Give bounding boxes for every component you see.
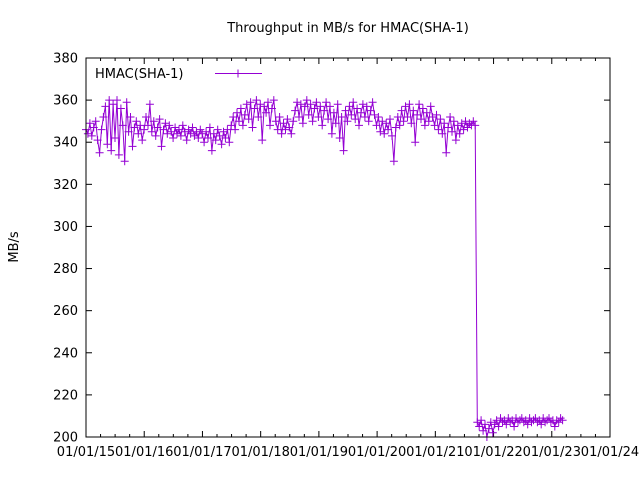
y-tick-label: 220 (53, 388, 78, 403)
x-tick-label: 01/01/24 (581, 445, 639, 460)
y-axis-label: MB/s (7, 231, 22, 263)
y-tick-label: 200 (53, 431, 78, 446)
x-tick-label: 01/01/20 (348, 445, 406, 460)
x-tick-label: 01/01/16 (115, 445, 173, 460)
y-tick-label: 280 (53, 262, 78, 277)
x-tick-label: 01/01/21 (406, 445, 464, 460)
x-tick-label: 01/01/22 (464, 445, 522, 460)
y-tick-label: 240 (53, 346, 78, 361)
chart-title: Throughput in MB/s for HMAC(SHA-1) (226, 21, 469, 36)
x-tick-label: 01/01/23 (523, 445, 581, 460)
x-tick-label: 01/01/18 (231, 445, 289, 460)
legend-sample-marker (234, 69, 242, 78)
plot-border (85, 57, 611, 438)
legend: HMAC(SHA-1) (95, 67, 262, 82)
x-tick-label: 01/01/15 (57, 445, 115, 460)
x-tick-label: 01/01/19 (290, 445, 348, 460)
y-tick-label: 380 (53, 52, 78, 67)
x-tick-label: 01/01/17 (173, 445, 231, 460)
legend-label: HMAC(SHA-1) (95, 67, 183, 82)
y-tick-label: 360 (53, 94, 78, 109)
y-tick-label: 320 (53, 178, 78, 193)
y-tick-label: 340 (53, 136, 78, 151)
y-tick-label: 300 (53, 220, 78, 235)
y-tick-label: 260 (53, 304, 78, 319)
legend-line-sample (215, 69, 262, 78)
